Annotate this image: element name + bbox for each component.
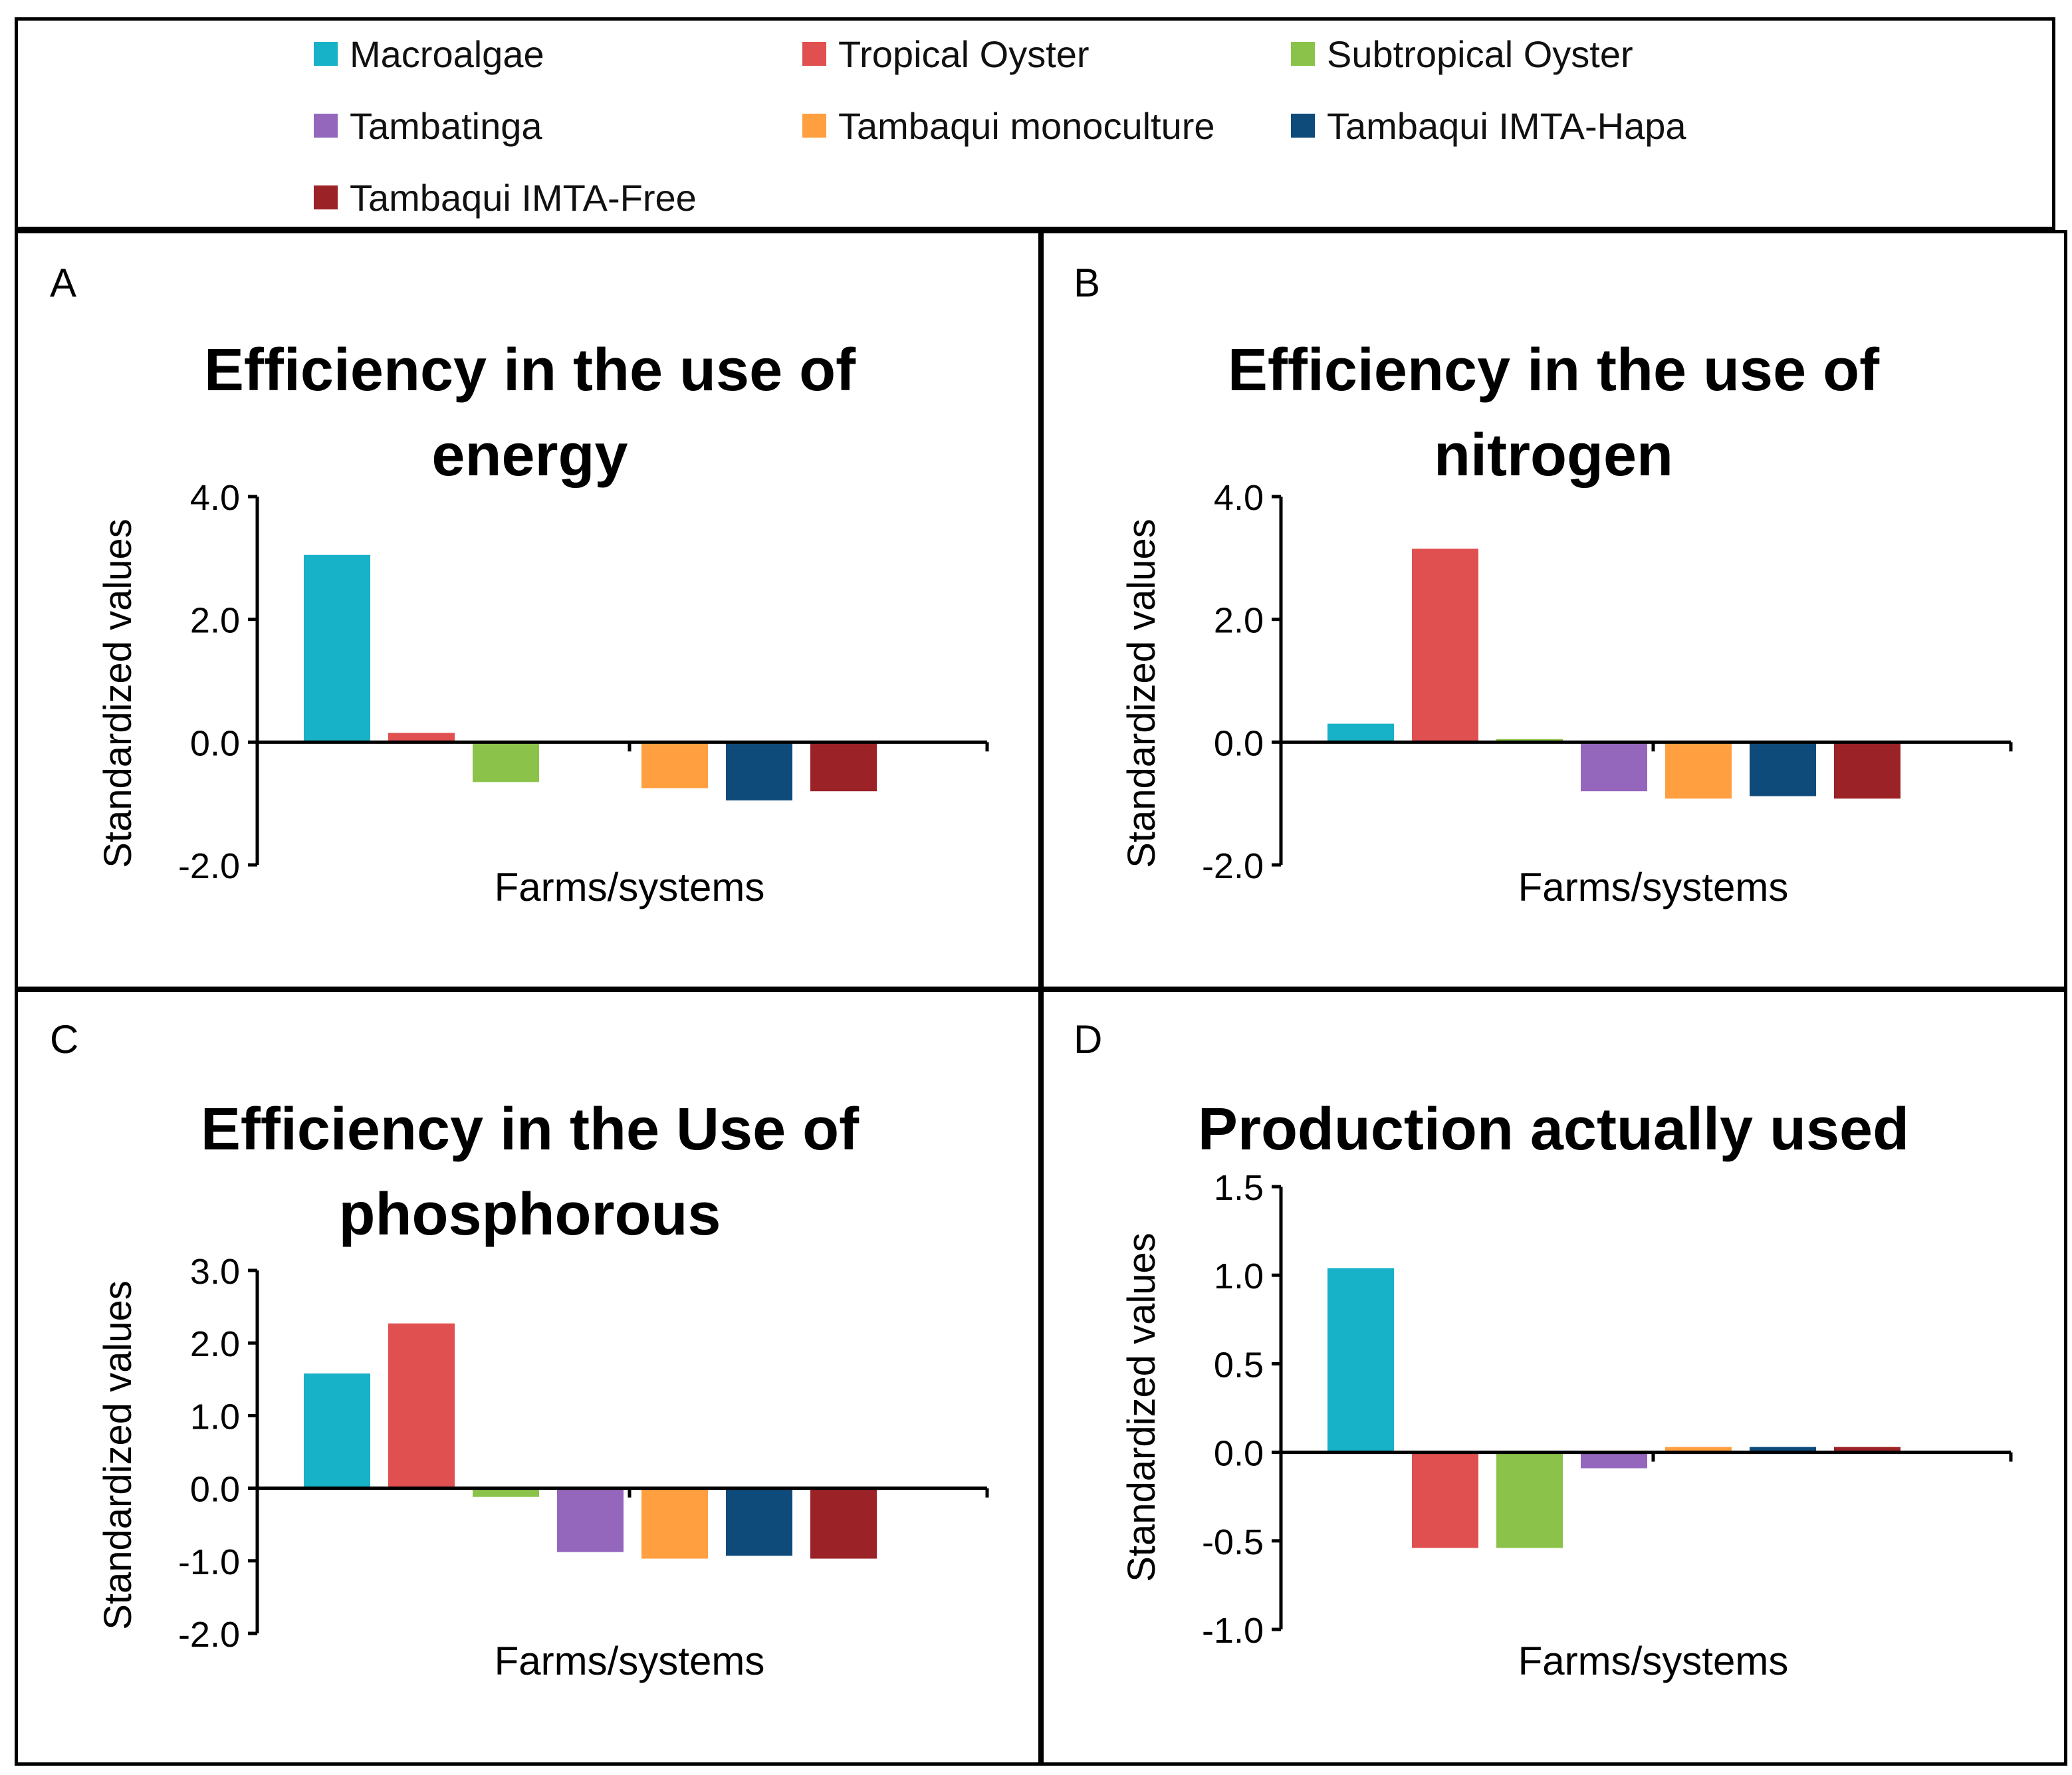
bar-tambaqui-monoculture xyxy=(1665,1447,1732,1453)
bar-tambaqui-imta-hapa xyxy=(726,1488,792,1556)
x-axis-label: Farms/systems xyxy=(495,865,765,909)
legend-item: Subtropical Oyster xyxy=(1291,33,1633,75)
legend-item: Macroalgae xyxy=(314,33,544,75)
bar-macroalgae xyxy=(304,1373,370,1488)
chart-title-line2: nitrogen xyxy=(1434,422,1673,489)
x-axis-label: Farms/systems xyxy=(495,1639,765,1683)
legend-item: Tropical Oyster xyxy=(802,33,1090,75)
bar-tambatinga xyxy=(1581,742,1647,792)
chart-title: Efficiency in the Use of xyxy=(201,1096,860,1163)
bar-tropical-oyster xyxy=(388,1323,455,1488)
y-tick-label: -2.0 xyxy=(178,846,240,886)
panel-letter: C xyxy=(50,1017,78,1062)
y-tick-label: -1.0 xyxy=(178,1542,240,1582)
x-axis-label: Farms/systems xyxy=(1518,1639,1789,1683)
legend-swatch xyxy=(1291,114,1315,138)
bar-subtropical-oyster xyxy=(473,742,539,782)
y-tick-label: 1.5 xyxy=(1214,1168,1264,1208)
legend-swatch xyxy=(314,185,338,209)
chart-title: Efficiency in the use of xyxy=(204,337,856,404)
bar-tambaqui-imta-free xyxy=(810,1488,877,1559)
legend-label: Tambatinga xyxy=(350,104,542,147)
y-axis-label: Standardized values xyxy=(1120,519,1163,868)
y-tick-label: 0.0 xyxy=(1214,1434,1264,1474)
bar-tambaqui-imta-hapa xyxy=(1750,1447,1816,1453)
y-tick-label: 0.0 xyxy=(190,723,240,763)
legend-item: Tambaqui IMTA-Hapa xyxy=(1291,104,1686,147)
legend-label: Tambaqui monoculture xyxy=(838,104,1215,147)
y-tick-label: 4.0 xyxy=(190,478,240,518)
bar-tambaqui-imta-free xyxy=(1834,1447,1900,1453)
legend-swatch xyxy=(314,114,338,138)
y-axis-label: Standardized values xyxy=(96,519,140,868)
bar-tambaqui-imta-free xyxy=(810,742,877,792)
legend: Macroalgae Tropical Oyster Subtropical Oys… xyxy=(15,17,2055,230)
chart-panel-b: B Efficiency in the use of nitrogen Standar… xyxy=(1038,230,2067,992)
y-tick-label: 3.0 xyxy=(190,1252,240,1292)
chart-panel-a: A Efficiency in the use of energy Standardi… xyxy=(15,230,1044,992)
bar-tambaqui-monoculture xyxy=(641,1488,708,1559)
bar-tambatinga xyxy=(557,1488,624,1552)
chart-d-svg: D Production actually used Standardized va… xyxy=(1074,1017,2013,1683)
y-tick-label: -1.0 xyxy=(1202,1611,1264,1651)
bar-subtropical-oyster xyxy=(1496,1452,1563,1548)
legend-label: Macroalgae xyxy=(350,33,544,75)
bar-tropical-oyster xyxy=(1412,548,1478,743)
bar-tropical-oyster xyxy=(388,733,455,743)
y-tick-label: 0.0 xyxy=(1214,723,1264,763)
chart-panel-c: C Efficiency in the Use of phosphorous Stan… xyxy=(15,987,1044,1766)
panel-letter: A xyxy=(50,261,76,305)
bar-tambaqui-imta-hapa xyxy=(1750,742,1816,796)
chart-title-line2: energy xyxy=(431,422,628,489)
bar-subtropical-oyster xyxy=(473,1488,539,1497)
legend-label: Tropical Oyster xyxy=(838,33,1090,75)
legend-label: Subtropical Oyster xyxy=(1327,33,1633,75)
chart-panel-d: D Production actually used Standardized va… xyxy=(1038,987,2067,1766)
y-tick-label: 2.0 xyxy=(190,1324,240,1364)
legend-item: Tambaqui monoculture xyxy=(802,104,1215,147)
bar-macroalgae xyxy=(1327,1268,1394,1453)
y-tick-label: 2.0 xyxy=(1214,601,1264,641)
legend-swatch xyxy=(1291,42,1315,66)
chart-b-svg: B Efficiency in the use of nitrogen Standar… xyxy=(1074,261,2013,909)
y-tick-label: 2.0 xyxy=(190,601,240,641)
chart-a-svg: A Efficiency in the use of energy Standardi… xyxy=(50,261,989,909)
legend-swatch xyxy=(802,42,826,66)
legend-swatch xyxy=(802,114,826,138)
bar-tambaqui-monoculture xyxy=(1665,742,1732,799)
bar-tambatinga xyxy=(1581,1452,1647,1469)
legend-label: Tambaqui IMTA-Hapa xyxy=(1327,104,1686,147)
bar-tropical-oyster xyxy=(1412,1452,1478,1548)
bar-tambaqui-imta-hapa xyxy=(726,742,792,801)
chart-title: Production actually used xyxy=(1198,1096,1909,1163)
legend-item: Tambatinga xyxy=(314,104,542,147)
legend-label: Tambaqui IMTA-Free xyxy=(350,176,697,219)
y-tick-label: 1.0 xyxy=(190,1397,240,1437)
bar-tambaqui-monoculture xyxy=(641,742,708,788)
y-axis-label: Standardized values xyxy=(1120,1233,1163,1582)
bar-tambaqui-imta-free xyxy=(1834,742,1900,799)
y-tick-label: 0.5 xyxy=(1214,1345,1264,1385)
legend-item: Tambaqui IMTA-Free xyxy=(314,176,697,219)
panel-letter: D xyxy=(1074,1017,1102,1062)
y-tick-label: -2.0 xyxy=(1202,846,1264,886)
y-tick-label: -0.5 xyxy=(1202,1522,1264,1562)
y-tick-label: -2.0 xyxy=(178,1615,240,1655)
y-axis-label: Standardized values xyxy=(96,1280,140,1630)
chart-c-svg: C Efficiency in the Use of phosphorous Stan… xyxy=(50,1017,989,1683)
y-tick-label: 0.0 xyxy=(190,1470,240,1510)
y-tick-label: 4.0 xyxy=(1214,478,1264,518)
legend-swatch xyxy=(314,42,338,66)
panel-letter: B xyxy=(1074,261,1100,305)
bar-macroalgae xyxy=(1327,723,1394,743)
chart-title-line2: phosphorous xyxy=(339,1181,721,1248)
x-axis-label: Farms/systems xyxy=(1518,865,1789,909)
y-tick-label: 1.0 xyxy=(1214,1256,1264,1296)
bar-macroalgae xyxy=(304,554,370,743)
chart-title: Efficiency in the use of xyxy=(1228,337,1880,404)
